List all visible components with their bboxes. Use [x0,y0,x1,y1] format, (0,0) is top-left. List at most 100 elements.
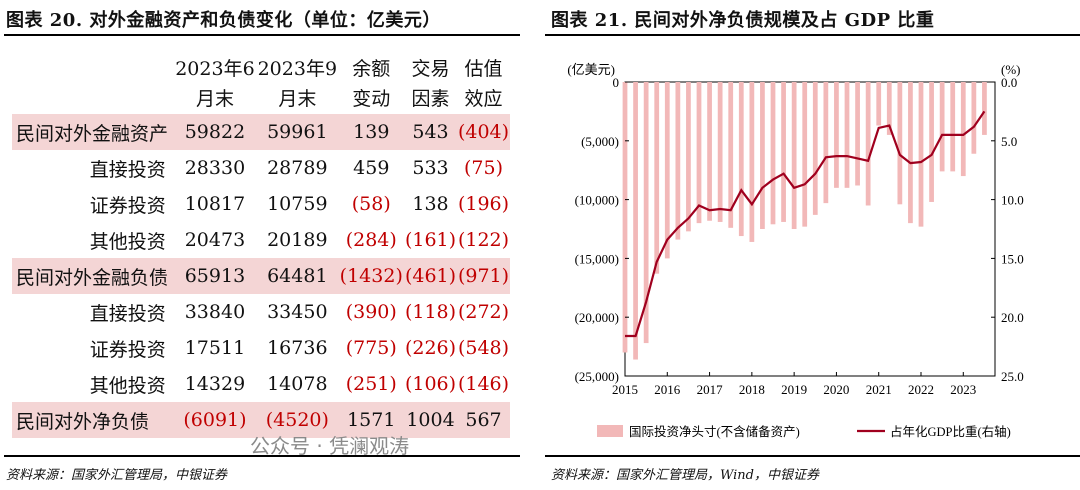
bar [971,82,977,154]
left-tick-label: (25,000) [575,369,619,384]
row-label: 民间对外金融负债 [12,258,174,294]
right-tick-label: 10.0 [1001,193,1024,208]
right-tick-label: 15.0 [1001,251,1024,266]
x-tick-label: 2018 [739,382,765,397]
bar [749,82,755,242]
row-label: 证券投资 [89,338,166,361]
row-label: 其他投资 [89,374,166,397]
right-tick-label: 0.0 [1001,75,1017,90]
bottom-rule [545,455,1080,457]
row-label: 民间对外净负债 [12,402,174,438]
table-cell: 33840 [184,301,246,323]
table-cell: 28330 [184,157,246,179]
table-cell: 33450 [267,301,328,323]
bar [939,82,945,172]
table-cell: (971) [457,258,510,294]
column-header-line1: 交易 [411,58,450,80]
left-tick-label: 0 [613,75,620,90]
bar [696,82,702,224]
bar [717,82,723,222]
table-row: 证券投资 17511 16736 (775) (226) (548) [12,330,510,366]
bar [654,82,660,274]
table-row: 民间对外净负债 (6091) (4520) 1571 1004 567 [12,402,510,438]
column-header: 2023年9 月末 [256,44,338,114]
left-tick-label: (10,000) [575,193,619,208]
bar [738,82,744,237]
table-cell: (58) [351,193,391,215]
title-rule [545,34,1080,36]
bar [812,82,818,215]
table-row: 直接投资 33840 33450 (390) (118) (272) [12,294,510,330]
table-cell: 20473 [184,229,246,251]
table-cell: 59822 [173,114,257,150]
left-panel: 图表 20. 对外金融资产和负债变化（单位：亿美元） 2023年6 月末 2023年… [0,0,520,490]
table-cell: (226) [404,337,457,359]
table-cell: (122) [457,229,510,251]
x-tick-label: 2019 [781,382,807,397]
table-cell: (548) [457,337,510,359]
table-cell: (4520) [256,402,339,438]
row-label: 民间对外金融资产 [12,114,174,150]
table-header-row: 2023年6 月末 2023年9 月末 余额 变动 交易 因素 估值 效应 [12,44,510,114]
right-tick-label: 25.0 [1001,369,1024,384]
table-cell: 59961 [256,114,339,150]
left-axis-unit: (亿美元) [567,62,615,77]
table-cell: (118) [404,301,457,323]
row-label: 直接投资 [89,158,166,181]
table-cell: (404) [457,114,510,150]
table-cell: 543 [404,114,457,150]
row-label: 证券投资 [89,194,166,217]
column-header: 余额 变动 [339,44,405,114]
table-row: 民间对外金融资产 59822 59961 139 543 (404) [12,114,510,150]
bottom-rule [4,455,520,457]
bar [633,82,638,360]
bar [886,82,892,135]
header-blank [12,44,174,114]
bar [908,82,913,224]
table-cell: (106) [404,373,457,395]
column-header-line1: 2023年6 [175,58,255,80]
table-cell: (272) [457,301,510,323]
x-tick-label: 2017 [697,382,724,397]
table-cell: (461) [404,258,457,294]
right-tick-label: 20.0 [1001,310,1024,325]
table-cell: 1571 [338,402,405,438]
table-cell: 17511 [184,337,246,359]
table-cell: 14078 [267,373,328,395]
left-tick-label: (15,000) [575,251,619,266]
x-tick-label: 2015 [612,382,638,397]
table-cell: 459 [353,157,390,179]
bar [707,82,712,221]
table-cell: 65913 [173,258,257,294]
bar [781,82,786,222]
table-cell: 138 [412,193,449,215]
table-row: 直接投资 28330 28789 459 533 (75) [12,150,510,186]
chart-source: 资料来源：国家外汇管理局，Wind，中银证券 [551,468,819,483]
table-row: 民间对外金融负债 65913 64481 (1432) (461) (971) [12,258,510,294]
column-header-line2: 月末 [195,88,234,110]
column-header-line2: 效应 [464,88,503,110]
column-header-line2: 变动 [352,88,391,110]
table-title: 图表 20. 对外金融资产和负债变化（单位：亿美元） [6,10,441,31]
bar [876,82,882,126]
row-label: 其他投资 [89,230,166,253]
table-cell: (284) [345,229,397,251]
bar [791,82,797,229]
title-rule [4,34,520,36]
column-header: 2023年6 月末 [174,44,256,114]
bar [960,82,966,177]
table-cell: (1432) [338,258,405,294]
table-cell: (390) [345,301,397,323]
bar [823,82,829,204]
table-cell: (6091) [173,402,257,438]
table-source: 资料来源：国家外汇管理局，中银证券 [6,468,228,483]
watermark: 公众号 · 凭澜观涛 [250,434,410,458]
bar [770,82,776,225]
net-liability-chart: 0 (5,000) (10,000) (15,000) (20,000) (25,000)… [567,62,1024,439]
bar [950,82,956,172]
bar [897,82,903,205]
right-tick-label: 5.0 [1001,134,1017,149]
table-cell: 28789 [267,157,328,179]
plot-frame [624,81,996,377]
gdp-ratio-line [625,110,986,338]
